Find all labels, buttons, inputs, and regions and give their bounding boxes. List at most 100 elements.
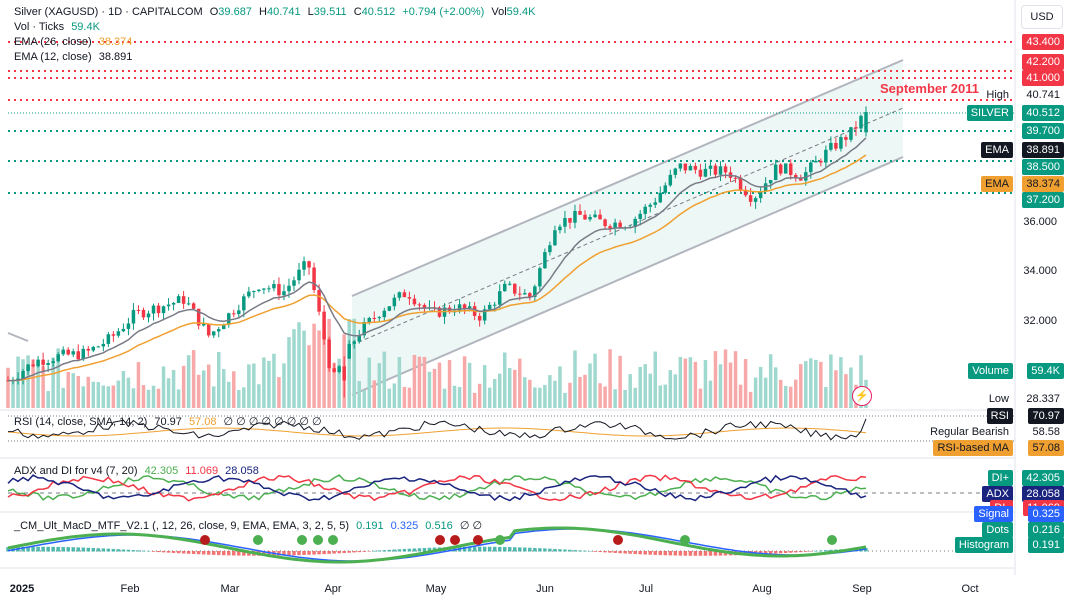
macd-value-3: 0.516 bbox=[425, 520, 453, 532]
candle-body bbox=[272, 284, 276, 289]
adx-line bbox=[7, 474, 867, 502]
price-label-name: EMA bbox=[981, 176, 1013, 192]
macd-histogram-bar bbox=[703, 551, 708, 556]
candle-body bbox=[16, 378, 20, 381]
volume-bar bbox=[206, 364, 211, 408]
price-label: 40.741 bbox=[1026, 89, 1060, 101]
macd-histogram-bar bbox=[392, 549, 397, 552]
macd-histogram-bar bbox=[693, 551, 698, 556]
macd-histogram-bar bbox=[578, 550, 582, 552]
macd-histogram-bar bbox=[216, 551, 221, 556]
time-axis-label: Oct bbox=[961, 583, 979, 595]
macd-histogram-bar bbox=[618, 551, 622, 554]
candle-body bbox=[809, 162, 813, 173]
candle-body bbox=[583, 214, 587, 220]
lightning-icon[interactable]: ⚡ bbox=[852, 386, 872, 406]
volume-bar bbox=[658, 385, 663, 408]
macd-histogram-bar bbox=[502, 546, 507, 552]
candle-body bbox=[402, 292, 407, 298]
candle-body bbox=[191, 303, 196, 309]
macd-histogram-bar bbox=[232, 551, 236, 556]
volume-bar bbox=[583, 374, 587, 408]
volume-bar bbox=[171, 370, 176, 408]
rsi-value: 70.97 bbox=[154, 416, 182, 428]
volume-bar bbox=[839, 357, 843, 408]
candle-body bbox=[788, 163, 793, 175]
volume-bar bbox=[96, 382, 101, 408]
candle-body bbox=[673, 168, 678, 175]
macd-histogram-bar bbox=[227, 551, 231, 556]
volume-bar bbox=[196, 374, 201, 408]
volume-bar bbox=[598, 383, 602, 408]
adx-label: 42.305 bbox=[1022, 470, 1064, 486]
candle-body bbox=[407, 297, 412, 299]
volume-bar bbox=[462, 356, 467, 408]
volume-bar bbox=[643, 364, 647, 408]
volume-bar bbox=[778, 379, 783, 408]
macd-cross-dot bbox=[613, 535, 623, 545]
volume-bar bbox=[191, 350, 196, 408]
time-axis-label: May bbox=[425, 583, 447, 595]
macd-histogram-bar bbox=[518, 547, 522, 552]
volume-bar bbox=[633, 387, 637, 408]
high-value: 40.741 bbox=[266, 6, 301, 18]
candle-body bbox=[758, 191, 763, 199]
price-tick: 32.000 bbox=[1023, 315, 1057, 327]
candle-body bbox=[487, 304, 492, 310]
candle-body bbox=[297, 269, 301, 281]
volume-bar bbox=[111, 385, 116, 408]
candle-body bbox=[748, 195, 753, 202]
macd-histogram-bar bbox=[211, 551, 216, 555]
macd-label-name: Dots bbox=[982, 522, 1013, 538]
candle-body bbox=[477, 315, 482, 321]
candle-body bbox=[482, 309, 487, 321]
rsi-legend: RSI (14, close, SMA, 14, 2) 70.97 57.08 … bbox=[14, 416, 322, 428]
macd-histogram-bar bbox=[36, 546, 40, 552]
macd-histogram-bar bbox=[367, 551, 372, 552]
candle-body bbox=[768, 180, 773, 184]
volume-bar bbox=[437, 362, 442, 408]
candle-body bbox=[397, 292, 402, 298]
macd-histogram-bar bbox=[402, 548, 407, 552]
candle-body bbox=[141, 309, 146, 318]
volume-bar bbox=[402, 386, 407, 408]
candle-body bbox=[282, 291, 286, 296]
volume-bar bbox=[71, 373, 75, 408]
candle-body bbox=[422, 304, 427, 308]
candle-body bbox=[211, 331, 216, 336]
volume-bar bbox=[543, 384, 547, 408]
candle-body bbox=[227, 313, 231, 325]
price-label: 38.891 bbox=[1022, 142, 1064, 158]
candle-body bbox=[467, 306, 472, 309]
macd-cross-dot bbox=[313, 535, 323, 545]
volume-bar bbox=[809, 358, 813, 408]
macd-histogram-bar bbox=[422, 548, 427, 552]
macd-histogram-bar bbox=[372, 550, 377, 552]
currency-button[interactable]: USD bbox=[1021, 5, 1063, 29]
volume-bar bbox=[242, 387, 246, 408]
macd-histogram-bar bbox=[528, 547, 532, 552]
macd-histogram-bar bbox=[593, 551, 597, 552]
macd-histogram-bar bbox=[111, 548, 116, 552]
macd-legend: _CM_Ult_MacD_MTF_V2.1 (, 12, 26, close, … bbox=[14, 520, 483, 532]
volume-bar bbox=[718, 364, 723, 408]
macd-histogram-bar bbox=[658, 551, 663, 556]
adx-label: 28.058 bbox=[1022, 486, 1064, 502]
candle-body bbox=[698, 169, 703, 177]
macd-histogram-bar bbox=[21, 546, 25, 552]
macd-histogram-bar bbox=[377, 550, 382, 552]
candle-body bbox=[357, 335, 361, 342]
macd-histogram-bar bbox=[698, 551, 703, 556]
macd-histogram-bar bbox=[76, 547, 80, 552]
candle-body bbox=[387, 306, 392, 311]
candle-body bbox=[81, 348, 86, 360]
volume-bar bbox=[563, 392, 567, 408]
volume-bar bbox=[56, 348, 60, 408]
macd-histogram-bar bbox=[201, 551, 206, 555]
candle-body bbox=[753, 198, 758, 202]
volume-bar bbox=[668, 370, 673, 408]
ema12-legend: EMA (12, close) 38.891 bbox=[14, 51, 133, 63]
volume-bar bbox=[683, 358, 688, 408]
macd-histogram-bar bbox=[382, 550, 387, 552]
